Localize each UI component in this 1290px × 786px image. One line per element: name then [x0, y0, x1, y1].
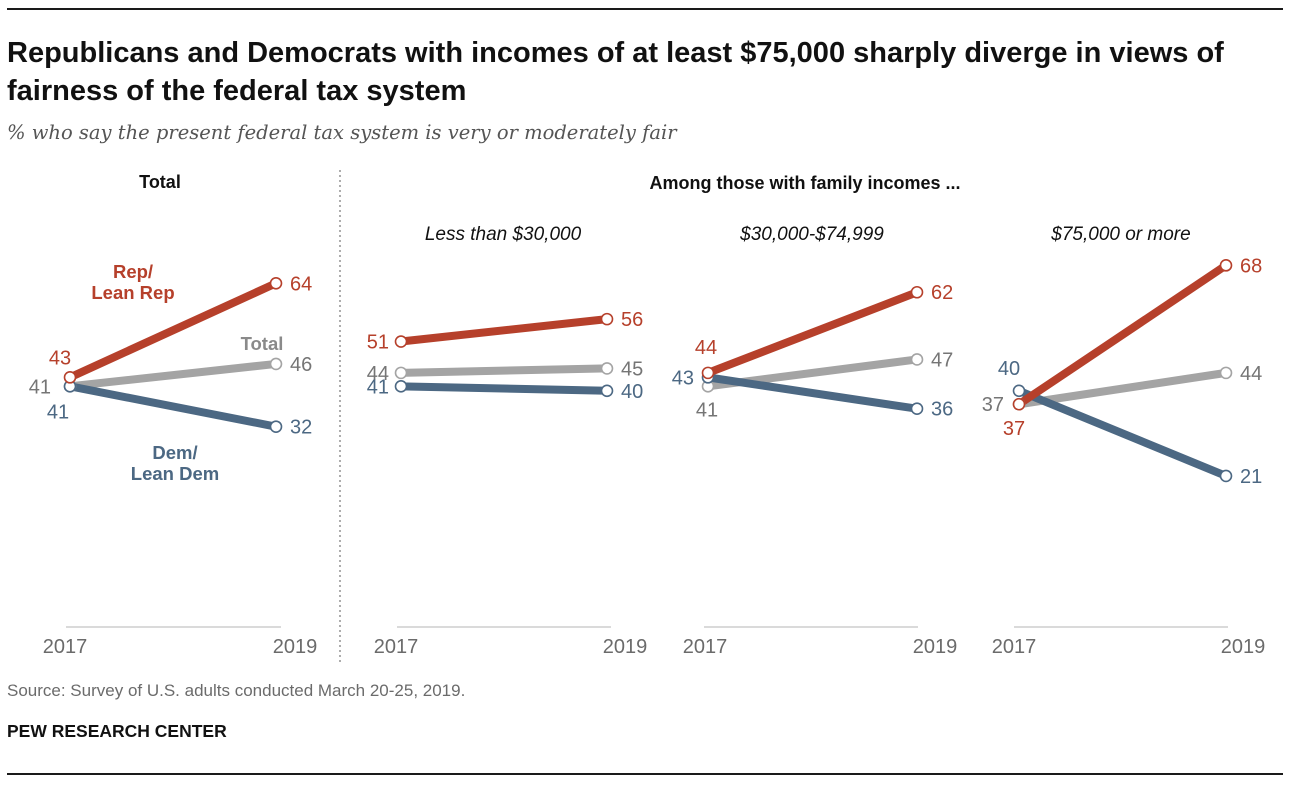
chart-area: Among those with family incomes ... Tota…: [29, 170, 1266, 662]
data-label-rep: 68: [1240, 255, 1262, 277]
x-tick-label: 2019: [603, 636, 648, 658]
data-label-rep: 51: [367, 332, 389, 354]
series-line-total: [66, 359, 280, 391]
series-line-total: [397, 364, 611, 377]
data-point-dem: [600, 384, 614, 398]
footer-brand: PEW RESEARCH CENTER: [7, 721, 227, 741]
data-label-total: 44: [1240, 363, 1262, 385]
data-label-total: 41: [696, 399, 718, 421]
panel-title: Total: [139, 172, 181, 192]
data-label-rep: 44: [695, 337, 717, 359]
series-label-total: Total: [241, 333, 284, 354]
panel-1: Total 2017 2019 41 46 41 32 43 64: [29, 172, 318, 658]
panel-title: Less than $30,000: [425, 224, 582, 245]
series-line-rep: [704, 288, 921, 377]
series-label-dem: Dem/: [152, 442, 197, 463]
x-tick-label: 2019: [273, 636, 318, 658]
panel-title: $30,000-$74,999: [739, 224, 884, 245]
series-line-dem: [704, 373, 921, 413]
x-tick-label: 2019: [913, 636, 958, 658]
data-label-dem: 41: [367, 376, 389, 398]
data-label-dem: 40: [998, 358, 1020, 380]
series-label-dem: Lean Dem: [131, 463, 219, 484]
data-point-rep: [1012, 397, 1026, 411]
data-point-rep: [910, 285, 924, 299]
data-label-dem: 41: [47, 401, 69, 423]
data-label-dem: 43: [672, 367, 694, 389]
series-line-dem: [1015, 386, 1230, 480]
data-label-total: 45: [621, 358, 643, 380]
data-label-rep: 62: [931, 282, 953, 304]
panel-4: $75,000 or more 2017 2019 37 44 40 21 37 68: [982, 224, 1266, 658]
data-label-rep: 43: [49, 347, 71, 369]
data-point-rep: [1219, 259, 1233, 272]
data-label-total: 44: [367, 363, 389, 385]
data-label-dem: 21: [1240, 466, 1262, 488]
chart-subtitle: % who say the present federal tax system…: [7, 121, 677, 144]
panel-title: $75,000 or more: [1050, 224, 1190, 245]
x-tick-label: 2017: [43, 636, 88, 658]
data-point-dem: [910, 402, 924, 416]
panel-2: Less than $30,000 2017 2019 44 45 41 40 51 56: [367, 224, 648, 658]
data-label-dem: 36: [931, 399, 953, 421]
data-label-dem: 32: [290, 417, 312, 439]
data-label-total: 37: [982, 394, 1004, 416]
series-line-dem: [66, 382, 280, 431]
data-point-dem: [269, 420, 283, 433]
data-point-rep: [701, 366, 715, 380]
data-point-total: [394, 366, 408, 380]
x-tick-label: 2017: [992, 636, 1037, 658]
series-line-total: [1015, 368, 1230, 409]
x-tick-label: 2017: [683, 636, 728, 658]
x-tick-label: 2017: [374, 636, 419, 658]
data-point-dem: [1219, 469, 1233, 483]
data-point-rep: [269, 276, 283, 290]
data-point-total: [600, 362, 614, 375]
series-line-rep: [1015, 261, 1230, 409]
series-label-rep: Lean Rep: [91, 282, 174, 303]
data-point-rep: [394, 335, 408, 348]
source-note: Source: Survey of U.S. adults conducted …: [7, 681, 466, 700]
series-line-rep: [66, 279, 280, 382]
data-label-dem: 40: [621, 381, 643, 403]
series-label-rep: Rep/: [113, 261, 153, 282]
data-point-rep: [63, 371, 77, 384]
data-point-dem: [394, 380, 408, 393]
data-label-rep: 64: [290, 273, 312, 295]
data-point-rep: [600, 312, 614, 326]
bottom-rule: [7, 773, 1283, 775]
data-point-total: [1219, 366, 1233, 380]
data-label-total: 41: [29, 376, 51, 398]
data-label-rep: 56: [621, 309, 643, 331]
top-rule: [7, 8, 1283, 10]
data-point-total: [910, 353, 924, 366]
chart-title: Republicans and Democrats with incomes o…: [7, 37, 1224, 107]
data-label-total: 47: [931, 349, 953, 371]
panel-3: $30,000-$74,999 2017 2019 41 47 43 36 44 62: [672, 224, 958, 658]
section-header: Among those with family incomes ...: [649, 173, 960, 193]
data-point-dem: [1012, 384, 1026, 398]
series-line-rep: [397, 315, 611, 346]
data-label-rep: 37: [1003, 418, 1025, 440]
data-label-total: 46: [290, 354, 312, 376]
series-line-dem: [397, 382, 611, 395]
data-point-total: [269, 357, 283, 371]
x-tick-label: 2019: [1221, 636, 1266, 658]
